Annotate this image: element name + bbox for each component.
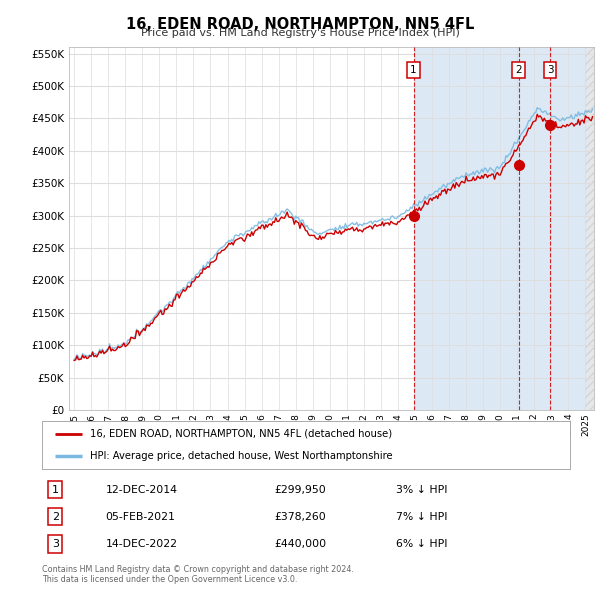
Text: 12-DEC-2014: 12-DEC-2014 (106, 485, 178, 494)
Text: 1: 1 (410, 65, 417, 75)
Text: HPI: Average price, detached house, West Northamptonshire: HPI: Average price, detached house, West… (89, 451, 392, 461)
Text: 16, EDEN ROAD, NORTHAMPTON, NN5 4FL: 16, EDEN ROAD, NORTHAMPTON, NN5 4FL (126, 17, 474, 31)
Text: 16, EDEN ROAD, NORTHAMPTON, NN5 4FL (detached house): 16, EDEN ROAD, NORTHAMPTON, NN5 4FL (det… (89, 429, 392, 439)
Text: 3% ↓ HPI: 3% ↓ HPI (396, 485, 447, 494)
Text: 3: 3 (52, 539, 59, 549)
Text: 14-DEC-2022: 14-DEC-2022 (106, 539, 178, 549)
Text: 2: 2 (52, 512, 59, 522)
Text: £378,260: £378,260 (274, 512, 326, 522)
Bar (413, 47, 594, 410)
Text: 3: 3 (547, 65, 553, 75)
Bar (586, 47, 594, 410)
Text: £440,000: £440,000 (274, 539, 326, 549)
Text: Price paid vs. HM Land Registry's House Price Index (HPI): Price paid vs. HM Land Registry's House … (140, 28, 460, 38)
Text: Contains HM Land Registry data © Crown copyright and database right 2024.: Contains HM Land Registry data © Crown c… (42, 565, 354, 574)
Text: This data is licensed under the Open Government Licence v3.0.: This data is licensed under the Open Gov… (42, 575, 298, 584)
Text: £299,950: £299,950 (274, 485, 326, 494)
Text: 05-FEB-2021: 05-FEB-2021 (106, 512, 175, 522)
Text: 7% ↓ HPI: 7% ↓ HPI (396, 512, 447, 522)
Text: 2: 2 (515, 65, 522, 75)
Text: 6% ↓ HPI: 6% ↓ HPI (396, 539, 447, 549)
Text: 1: 1 (52, 485, 59, 494)
